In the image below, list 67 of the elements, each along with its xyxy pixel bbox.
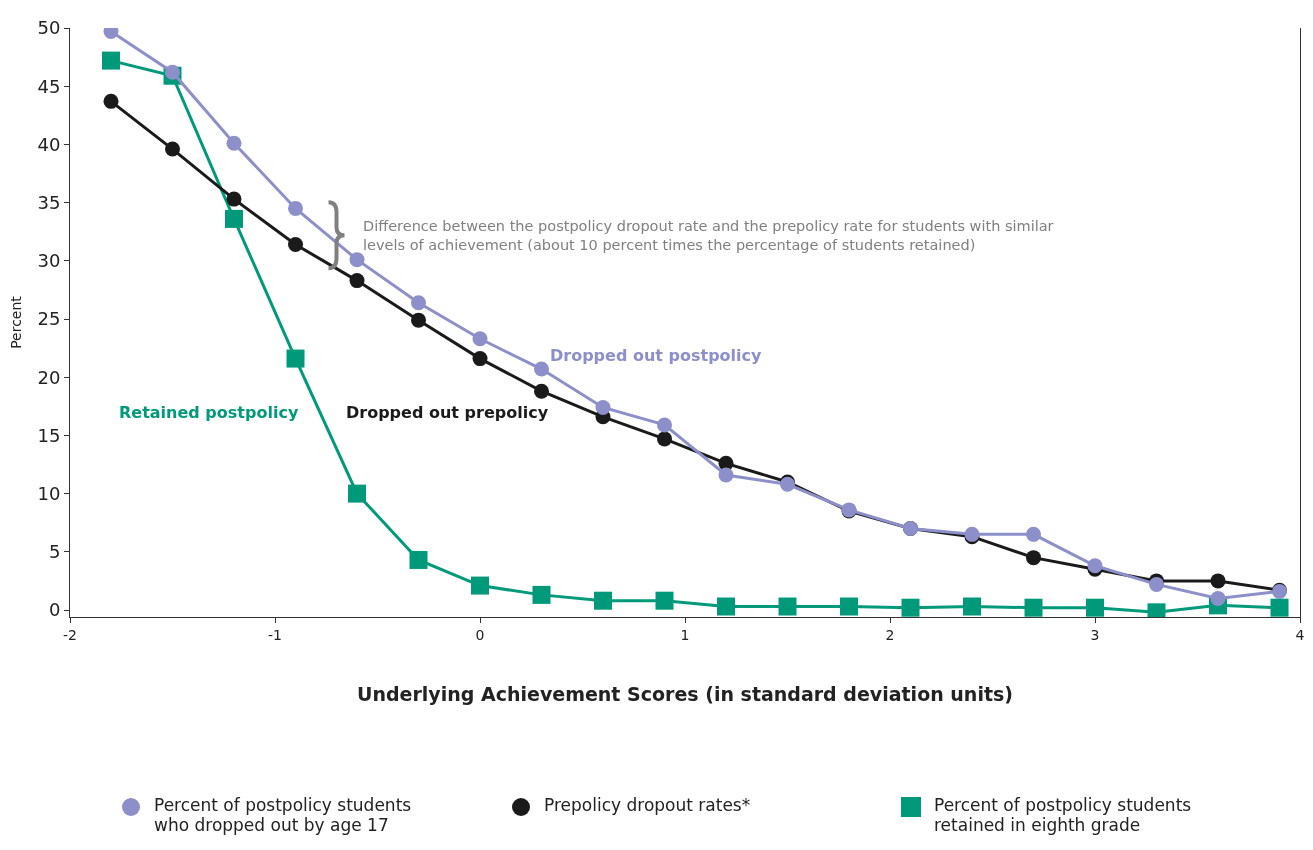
point <box>532 585 551 604</box>
point <box>1086 598 1104 617</box>
point <box>534 383 549 399</box>
point <box>349 273 365 289</box>
point <box>718 467 734 483</box>
annotation: Retained postpolicy <box>119 403 299 422</box>
y-tick-label: 35 <box>37 191 61 213</box>
x-tick-label: 3 <box>1090 626 1100 643</box>
point <box>165 141 180 157</box>
point <box>1026 526 1041 542</box>
point <box>657 417 672 433</box>
x-tick-label: 2 <box>885 626 895 643</box>
x-tick-label: -1 <box>268 626 282 643</box>
point <box>594 591 612 610</box>
point <box>472 331 488 347</box>
annotation: Dropped out prepolicy <box>346 403 549 422</box>
point <box>411 295 426 311</box>
point <box>411 312 426 328</box>
point <box>471 576 489 595</box>
x-tick-label: 0 <box>475 626 485 643</box>
point <box>348 484 366 503</box>
y-tick-label: 30 <box>37 250 61 272</box>
point <box>226 191 242 207</box>
y-tick-label: 0 <box>48 599 61 621</box>
legend-label: Percent of postpolicy students who dropped out by age 17 <box>154 795 413 835</box>
point <box>1210 590 1226 606</box>
y-tick-label: 40 <box>37 133 61 155</box>
point <box>655 591 674 610</box>
point <box>534 361 549 377</box>
point <box>657 431 672 447</box>
legend-label: Prepolicy dropout rates* <box>544 795 751 815</box>
point <box>840 597 858 616</box>
x-tick-label: 1 <box>680 626 690 643</box>
legend-label: Percent of postpolicy students retained in eighth grade <box>934 795 1193 835</box>
point <box>226 135 242 151</box>
annotation: Dropped out postpolicy <box>550 346 763 365</box>
point <box>1024 598 1043 617</box>
y-tick-label: 25 <box>37 308 61 330</box>
x-tick-label: 4 <box>1295 626 1305 643</box>
y-tick-label: 15 <box>37 424 61 446</box>
y-tick-label: 20 <box>37 366 61 388</box>
point <box>595 399 611 415</box>
point <box>1210 573 1226 589</box>
x-tick-label: -2 <box>63 626 77 643</box>
point <box>409 550 428 569</box>
point <box>288 200 303 216</box>
point <box>901 598 920 617</box>
point <box>165 64 180 80</box>
y-tick-label: 50 <box>37 17 61 39</box>
y-tick-label: 45 <box>37 75 61 97</box>
y-tick-label: 10 <box>37 482 61 504</box>
point <box>286 349 305 368</box>
point <box>225 209 243 228</box>
point <box>963 597 981 616</box>
point <box>717 597 735 616</box>
y-tick-label: 5 <box>48 541 61 563</box>
point <box>778 597 797 616</box>
point <box>288 237 303 252</box>
x-axis-title: Underlying Achievement Scores (in standard deviation units) <box>357 682 1013 705</box>
point <box>102 51 120 70</box>
annotation: Difference between the postpolicy dropout rate and the prepolicy rate for students with similar levels of achievement (about 10 percent times the percentage of students retained) <box>363 218 1054 253</box>
y-axis-title: Percent <box>8 295 25 349</box>
point <box>103 93 119 109</box>
point <box>472 351 488 367</box>
point <box>1026 550 1041 566</box>
point <box>349 252 365 268</box>
point <box>1270 598 1289 617</box>
